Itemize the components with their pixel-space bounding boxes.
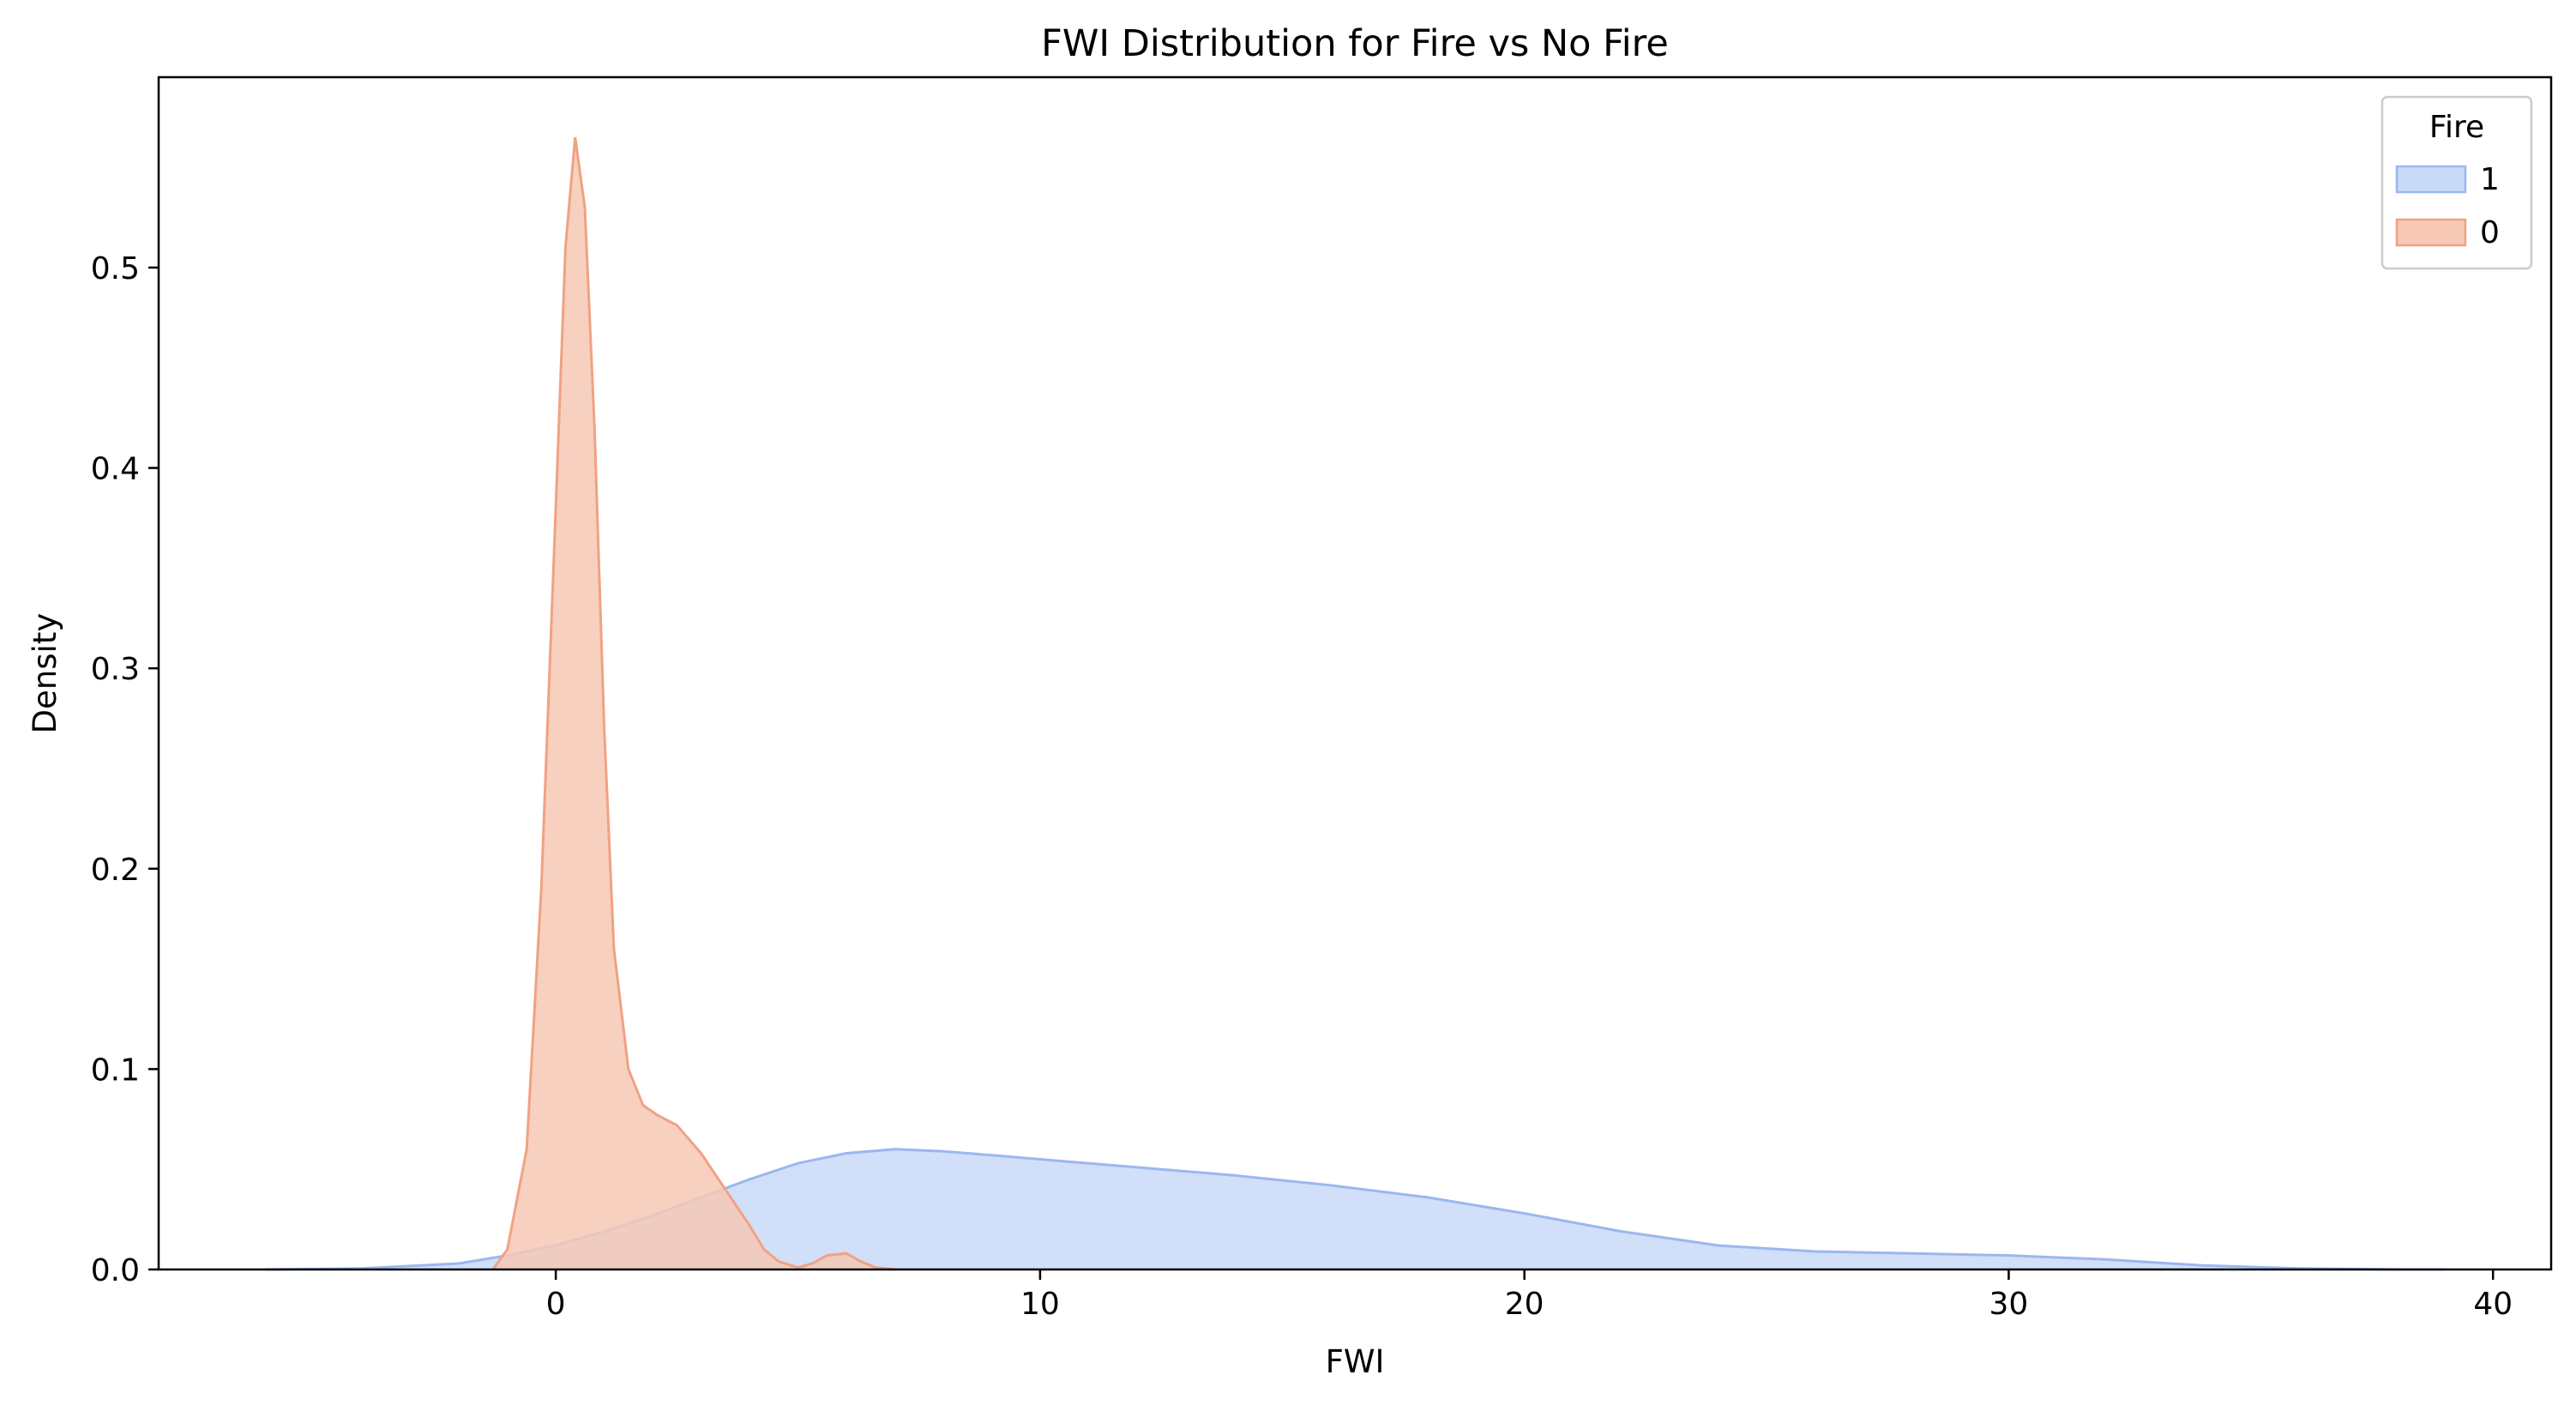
plot-area bbox=[265, 136, 2445, 1271]
kde-area-fire-1 bbox=[265, 1149, 2445, 1269]
axes-frame bbox=[157, 75, 2553, 1271]
legend-label-1: 1 bbox=[2480, 162, 2500, 197]
x-axis-label: FWI bbox=[1326, 1343, 1385, 1380]
y-tick-label: 0.5 bbox=[91, 251, 140, 286]
x-tick-label: 20 bbox=[1505, 1287, 1544, 1322]
kde-area-fire-0 bbox=[492, 137, 895, 1270]
y-tick-label: 0.4 bbox=[91, 452, 140, 487]
y-tick-label: 0.2 bbox=[91, 853, 140, 888]
chart-title: FWI Distribution for Fire vs No Fire bbox=[1041, 22, 1669, 65]
y-axis: 0.0 0.1 0.2 0.3 0.4 0.5 bbox=[91, 251, 159, 1288]
x-tick-label: 30 bbox=[1989, 1287, 2029, 1322]
y-tick-label: 0.0 bbox=[91, 1253, 140, 1288]
legend-label-0: 0 bbox=[2480, 215, 2500, 250]
y-axis-label: Density bbox=[27, 613, 63, 734]
legend-title: Fire bbox=[2429, 110, 2484, 145]
x-tick-label: 0 bbox=[546, 1287, 566, 1322]
legend: Fire 1 0 bbox=[2380, 95, 2533, 270]
x-tick-label: 40 bbox=[2473, 1287, 2513, 1322]
x-tick-label: 10 bbox=[1020, 1287, 1060, 1322]
x-axis: 0 10 20 30 40 bbox=[546, 1269, 2513, 1322]
kde-line-fire-0 bbox=[491, 136, 895, 1271]
y-tick-label: 0.1 bbox=[91, 1052, 140, 1088]
legend-swatch-1 bbox=[2395, 165, 2467, 194]
legend-swatch-0 bbox=[2395, 218, 2467, 247]
y-tick-label: 0.3 bbox=[91, 652, 140, 687]
